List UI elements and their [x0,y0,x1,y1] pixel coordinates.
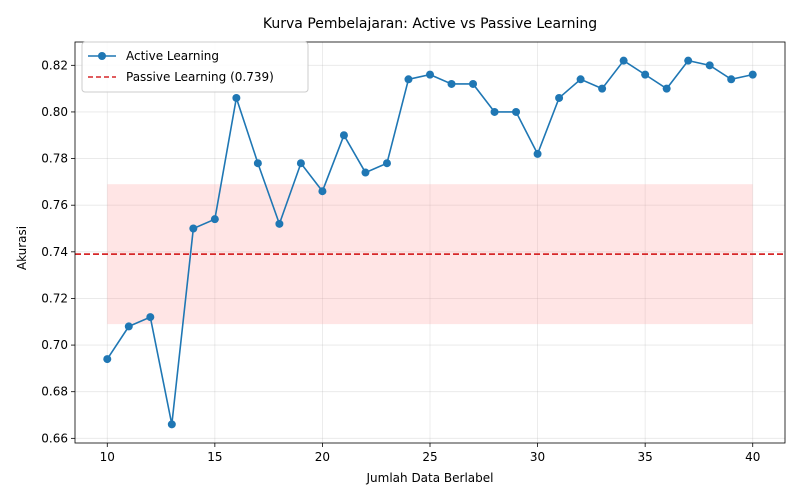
active-learning-point [404,75,413,84]
active-learning-point [641,70,650,79]
active-learning-point [555,93,564,102]
active-learning-point [232,93,241,102]
active-learning-point [382,159,391,168]
y-tick-label: 0.68 [41,385,68,399]
y-tick-label: 0.70 [41,338,68,352]
active-learning-point [447,79,456,88]
active-learning-point [339,131,348,140]
active-learning-point [167,420,176,429]
y-tick-label: 0.82 [41,58,68,72]
active-learning-point [576,75,585,84]
active-learning-point [275,219,284,228]
active-learning-point [727,75,736,84]
legend-active-marker [98,52,106,60]
active-learning-point [748,70,757,79]
active-learning-point [598,84,607,93]
x-tick-label: 10 [100,450,115,464]
x-tick-label: 30 [530,450,545,464]
active-learning-point [426,70,434,79]
y-tick-label: 0.76 [41,198,68,212]
active-learning-point [533,149,542,158]
active-learning-point [318,187,327,196]
active-learning-point [684,56,693,65]
active-learning-point [253,159,262,168]
grid [75,42,785,443]
active-learning-point [490,107,499,116]
x-tick-label: 40 [745,450,760,464]
active-learning-point [189,224,198,233]
x-tick-label: 20 [315,450,330,464]
y-tick-label: 0.72 [41,291,68,305]
y-ticks: 0.66 0.68 0.70 0.72 0.74 0.76 0.78 0.80 0.82 [41,58,75,445]
series-layer [103,56,757,429]
x-tick-label: 25 [422,450,437,464]
active-learning-point [210,215,219,224]
active-learning-point [124,322,133,331]
y-axis-label: Akurasi [15,226,29,270]
legend-box [81,41,309,93]
x-axis-label: Jumlah Data Berlabel [366,471,494,485]
active-learning-point [512,107,521,116]
legend: Active Learning Passive Learning (0.739) [81,41,309,93]
y-tick-label: 0.66 [41,431,68,445]
active-learning-point [619,56,628,65]
active-learning-point [662,84,671,93]
y-tick-label: 0.78 [41,152,68,166]
active-learning-point [296,159,305,168]
y-tick-label: 0.74 [41,245,68,259]
active-learning-point [103,355,112,364]
active-learning-point [361,168,370,177]
x-ticks: 10 15 20 25 30 35 40 [100,443,760,464]
legend-passive-label: Passive Learning (0.739) [126,70,274,84]
active-learning-point [705,61,714,70]
active-learning-point [146,313,155,322]
x-tick-label: 35 [638,450,653,464]
chart-title: Kurva Pembelajaran: Active vs Passive Le… [263,16,597,32]
x-tick-label: 15 [207,450,222,464]
active-learning-point [469,79,478,88]
y-tick-label: 0.80 [41,105,68,119]
legend-active-label: Active Learning [126,49,219,63]
